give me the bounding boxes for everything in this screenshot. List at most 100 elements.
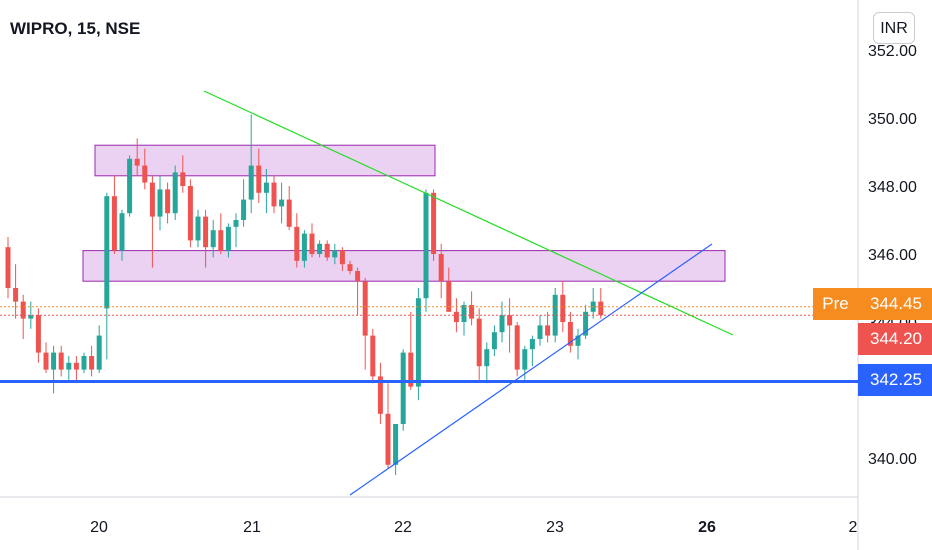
candle-body <box>119 213 125 251</box>
candle-body <box>598 301 604 316</box>
candle-body <box>51 352 57 370</box>
candle-body <box>339 250 345 265</box>
candle-body <box>35 315 41 353</box>
candle-body <box>5 247 11 288</box>
last-price-tag: 344.20 <box>858 323 932 355</box>
candle-body <box>522 349 528 370</box>
candle-body <box>469 305 475 319</box>
candle-body <box>286 199 292 227</box>
pre-market-label: Pre <box>813 288 858 320</box>
candle-body <box>362 281 368 336</box>
candle-body <box>332 250 338 258</box>
candle-body <box>529 339 535 350</box>
candle-body <box>187 186 193 241</box>
candle-body <box>157 189 163 217</box>
candle-body <box>28 315 34 319</box>
candle-body <box>560 294 566 322</box>
candle-body <box>461 305 467 322</box>
candle-body <box>66 362 72 370</box>
candle-body <box>423 192 429 299</box>
price-tick-label: 346.00 <box>868 247 917 264</box>
support-zone <box>82 250 726 282</box>
candle-body <box>385 413 391 465</box>
candle-body <box>279 199 285 207</box>
candle-body <box>210 230 216 248</box>
candle-body <box>545 325 551 336</box>
candle-body <box>43 352 49 370</box>
candle-body <box>408 352 414 387</box>
candle-body <box>484 349 490 367</box>
price-tick-label: 348.00 <box>868 179 917 196</box>
time-tick-label: 2 <box>849 519 858 536</box>
time-tick-label: 26 <box>698 519 716 536</box>
axes <box>0 0 859 550</box>
time-tick-label: 21 <box>243 519 261 536</box>
candle-body <box>81 356 87 370</box>
candle-body <box>256 165 262 193</box>
candle-body <box>309 233 315 254</box>
drawing-lines <box>0 90 858 496</box>
candle-body <box>294 226 300 261</box>
candle-body <box>225 226 231 251</box>
candle-body <box>499 315 505 333</box>
candle-body <box>134 158 140 166</box>
chart-title: WIPRO, 15, NSE <box>10 19 141 38</box>
time-tick-label: 20 <box>90 519 108 536</box>
candle-body <box>142 165 148 183</box>
candle-body <box>575 335 581 346</box>
candle-body <box>583 311 589 336</box>
price-tick-label: 350.00 <box>868 111 917 128</box>
candle-body <box>476 318 482 367</box>
candle-body <box>165 189 171 214</box>
candle-body <box>415 298 421 387</box>
candle-body <box>507 315 513 326</box>
candle-body <box>111 196 117 251</box>
time-tick-label: 23 <box>546 519 564 536</box>
candle-body <box>317 243 323 254</box>
candle-body <box>96 335 102 370</box>
support-price-tag: 342.25 <box>858 364 932 396</box>
candle-body <box>218 230 224 251</box>
candle-body <box>514 325 520 370</box>
candle-body <box>347 264 353 271</box>
resistance-zone <box>94 144 436 177</box>
candle-body <box>324 243 330 258</box>
candle-body <box>20 301 26 319</box>
candle-body <box>355 271 361 282</box>
candle-body <box>13 288 19 302</box>
candle-body <box>127 158 133 214</box>
candle-body <box>263 182 269 193</box>
candle-body <box>567 322 573 346</box>
time-tick-labels: 20 21 22 23 26 2 <box>90 519 857 536</box>
candle-body <box>180 172 186 186</box>
candle-body <box>58 352 64 370</box>
candle-body <box>400 352 406 424</box>
candle-body <box>203 216 209 248</box>
candle-body <box>149 182 155 217</box>
candle-body <box>301 233 307 261</box>
candle-body <box>491 332 497 350</box>
price-tick-labels: 340.00342.00344.00346.00348.00350.00352.… <box>868 43 917 468</box>
time-tick-label: 22 <box>394 519 412 536</box>
currency-button[interactable]: INR <box>873 12 915 44</box>
candle-body <box>73 362 79 370</box>
candle-body <box>537 325 543 339</box>
candles <box>5 114 604 475</box>
candle-body <box>438 254 444 282</box>
candle-body <box>172 172 178 214</box>
candle-body <box>446 281 452 312</box>
candle-body <box>453 311 459 322</box>
candle-body <box>370 335 376 377</box>
candle-body <box>271 182 277 207</box>
ascending-trendline <box>349 243 713 496</box>
price-tick-label: 352.00 <box>868 43 917 60</box>
descending-trendline <box>203 90 734 336</box>
price-tick-label: 340.00 <box>868 451 917 468</box>
candle-body <box>233 220 239 227</box>
pre-market-price-tag: 344.45 <box>858 288 932 320</box>
candle-body <box>431 192 437 254</box>
candle-body <box>552 294 558 336</box>
candle-body <box>248 165 254 200</box>
candle-body <box>89 356 95 370</box>
